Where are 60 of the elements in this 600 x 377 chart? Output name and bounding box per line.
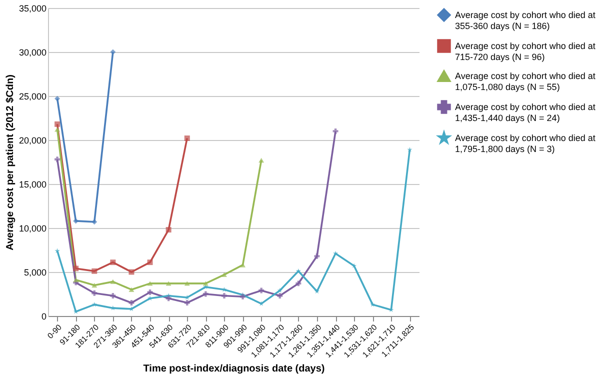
point	[73, 278, 79, 282]
point	[184, 281, 190, 286]
point	[314, 288, 320, 294]
y-tick-label: 5,000	[24, 268, 46, 278]
legend-label: Average cost by cohort who died at 355-360 days (N = 186)	[455, 10, 596, 31]
point	[221, 272, 227, 278]
point	[407, 146, 412, 152]
point	[221, 293, 227, 298]
point	[147, 260, 153, 266]
point	[54, 96, 60, 102]
point	[110, 260, 116, 266]
y-tick-label: 20,000	[18, 136, 46, 146]
point	[128, 300, 134, 306]
point	[258, 288, 264, 294]
y-tick-label: 25,000	[18, 92, 46, 102]
y-tick-label: 0	[41, 312, 46, 322]
point	[92, 219, 98, 225]
point	[128, 269, 134, 275]
point	[202, 291, 208, 297]
point	[110, 293, 116, 298]
point	[314, 253, 320, 259]
point	[202, 281, 208, 286]
legend-label: Average cost by cohort who died at 715-720 days (N = 96)	[455, 41, 596, 62]
point	[54, 127, 60, 132]
point	[54, 156, 60, 162]
point	[54, 121, 60, 127]
point	[258, 158, 264, 163]
point	[110, 279, 116, 284]
point	[277, 288, 282, 293]
y-axis-title: Average cost per patient (2012 $Cdn)	[4, 74, 16, 250]
y-tick-label: 10,000	[18, 224, 46, 234]
point	[332, 128, 338, 134]
point	[166, 296, 172, 302]
point	[166, 281, 172, 286]
point	[73, 266, 79, 272]
point	[92, 302, 97, 307]
legend-label: Average cost by cohort who died at 1,435-1,440 days (N = 24)	[455, 102, 596, 123]
x-axis-title: Time post-index/diagnosis date (days)	[143, 363, 325, 374]
point	[147, 290, 153, 295]
legend-label: Average cost by cohort who died at 1,075-1,080 days (N = 55)	[455, 71, 596, 92]
point	[110, 49, 116, 55]
point	[296, 280, 302, 286]
point	[332, 250, 338, 256]
point	[54, 248, 60, 254]
y-tick-label: 35,000	[18, 4, 46, 14]
point	[92, 268, 98, 274]
point	[166, 227, 172, 232]
point	[147, 281, 153, 286]
point	[351, 263, 357, 268]
point	[128, 287, 134, 292]
point	[277, 293, 283, 298]
y-tick-label: 30,000	[18, 48, 46, 58]
point	[92, 290, 98, 296]
point	[184, 300, 190, 306]
point	[184, 136, 190, 141]
y-tick-label: 15,000	[18, 180, 46, 190]
point	[92, 282, 98, 288]
point	[370, 302, 376, 307]
point	[240, 262, 246, 268]
legend-label: Average cost by cohort who died at 1,795-1,800 days (N = 3)	[455, 133, 596, 154]
